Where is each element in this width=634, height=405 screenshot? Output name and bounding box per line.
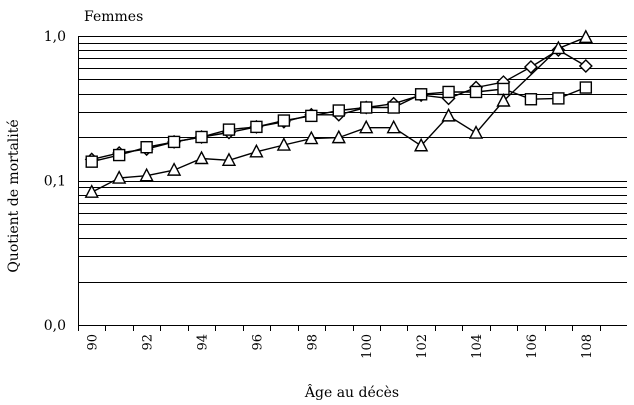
x-tick-label: 90 [86,334,101,351]
data-point-square [195,130,208,144]
y-tick-label: 0,1 [44,174,66,190]
x-axis-label: Âge au décès [304,383,399,401]
data-point-triangle [551,40,566,55]
x-tick-label: 94 [196,334,211,351]
data-point-square [222,123,236,136]
data-point-triangle [166,162,182,176]
data-point-square [497,82,510,96]
data-point-triangle [578,29,593,43]
data-point-square [112,148,126,162]
data-point-triangle [413,137,429,152]
y-tick-label: 0,0 [44,318,66,334]
x-tick-label: 96 [250,334,265,351]
series-triangle [84,29,593,198]
data-point-triangle [386,119,401,134]
data-point-square [167,135,181,149]
y-tick-label: 1,0 [44,29,66,45]
x-tick-label: 92 [141,334,156,351]
x-tick-label: 100 [360,334,375,359]
data-point-square [469,85,483,99]
data-point-square [360,101,373,114]
data-point-square [250,120,263,134]
data-point-square [85,155,98,168]
data-point-triangle [84,184,99,198]
x-tick-label: 104 [470,334,485,359]
y-axis-label: Quotient de mortalité [6,119,22,272]
grid-lines [78,36,627,326]
data-point-triangle [276,137,292,151]
data-point-square [332,104,345,117]
chart-title: Femmes [84,9,143,25]
x-tick-label: 106 [525,334,540,359]
data-point-triangle [468,125,484,139]
y-tick-labels: 1,0 0,1 0,0 [44,29,66,334]
x-tick-label: 102 [415,334,430,359]
data-point-triangle [496,92,511,107]
x-tick-label: 98 [305,334,320,351]
data-point-square [579,81,593,94]
data-point-triangle [112,170,127,184]
data-point-square [140,141,153,154]
x-tick-label: 108 [580,334,595,359]
series-square [85,81,593,168]
data-point-square [414,88,428,101]
axes [78,36,627,331]
data-point-square [524,93,538,106]
data-point-triangle [194,150,209,165]
x-tick-labels: 90 92 94 96 98 100 102 104 106 108 [86,334,595,359]
data-point-diamond [578,59,593,73]
data-point-diamond [523,60,538,75]
data-point-triangle [331,129,346,144]
data-point-triangle [304,130,319,145]
data-point-triangle [249,143,264,158]
data-point-triangle [139,167,154,182]
series-group [84,29,593,198]
data-point-triangle [359,119,374,134]
data-point-square [442,85,455,99]
data-point-triangle [441,107,456,122]
data-point-square [552,92,565,105]
data-point-triangle [221,152,237,166]
series-line [91,86,587,163]
data-point-square [277,114,291,127]
data-point-square [387,101,400,114]
data-point-square [305,109,318,123]
